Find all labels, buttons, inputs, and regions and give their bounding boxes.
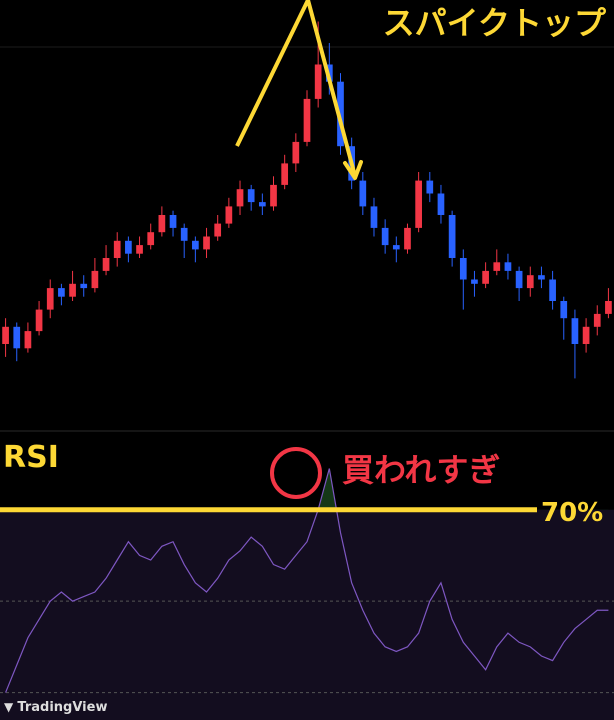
candle-body [482, 270, 489, 284]
candle-body [180, 227, 188, 241]
candle-body [2, 326, 9, 344]
candle-body [504, 262, 512, 271]
candle-body [203, 236, 210, 250]
candle-body [247, 189, 255, 203]
candle-body [303, 98, 311, 142]
candle-body [13, 326, 21, 349]
candle-body [80, 283, 88, 289]
candle-body [258, 202, 266, 207]
candle-body [214, 223, 222, 237]
rsi-line [5, 468, 609, 693]
candle-body [459, 258, 467, 280]
candle-body [225, 206, 233, 224]
candle-body [292, 141, 300, 164]
candle-body [392, 245, 400, 250]
candle-body [370, 206, 378, 228]
candle-body [526, 275, 534, 289]
candle-body [147, 232, 155, 246]
candle-body [281, 163, 289, 185]
spike-top-label: スパイクトップ [383, 4, 607, 42]
candle-body [46, 288, 54, 310]
candle-body [35, 309, 43, 332]
candle-body [549, 279, 556, 301]
candle-body [24, 331, 32, 349]
candle-body [437, 193, 445, 215]
candle-body [113, 240, 121, 258]
candle-body [359, 180, 367, 207]
candle-body [415, 180, 422, 228]
highlight-circle [270, 447, 322, 499]
candle-body [448, 215, 456, 258]
watermark: ▼ TradingView [4, 700, 107, 715]
candle-body [593, 313, 601, 327]
candle-body [605, 301, 612, 314]
overbought-label: 買われすぎ [342, 451, 500, 489]
candle-body [236, 189, 244, 207]
candle-body [538, 275, 545, 280]
candle-body [169, 215, 177, 228]
rsi-background [0, 509, 614, 720]
watermark-text: TradingView [17, 700, 107, 715]
candle-body [471, 279, 478, 284]
candle-body [270, 184, 277, 207]
threshold-label: 70% [541, 498, 603, 528]
candle-body [560, 301, 568, 319]
candle-body [158, 215, 166, 233]
arrow-head [343, 160, 363, 180]
candle-body [314, 64, 322, 99]
candle-body [571, 318, 579, 344]
candle-body [91, 270, 99, 289]
rsi-pane [0, 468, 614, 720]
candle-body [404, 227, 411, 250]
candle-body [136, 245, 143, 254]
candle-body [69, 283, 76, 297]
candle-body [58, 288, 65, 297]
candle-body [102, 258, 110, 271]
candle-body [192, 240, 199, 250]
rsi-label: RSI [3, 440, 59, 475]
candle-body [515, 270, 523, 289]
candle-body [582, 326, 590, 344]
candle-body [381, 227, 389, 246]
candle-body [125, 240, 132, 254]
spike-arrow [235, 0, 357, 177]
candle-body [493, 262, 501, 271]
candle-body [426, 180, 434, 194]
